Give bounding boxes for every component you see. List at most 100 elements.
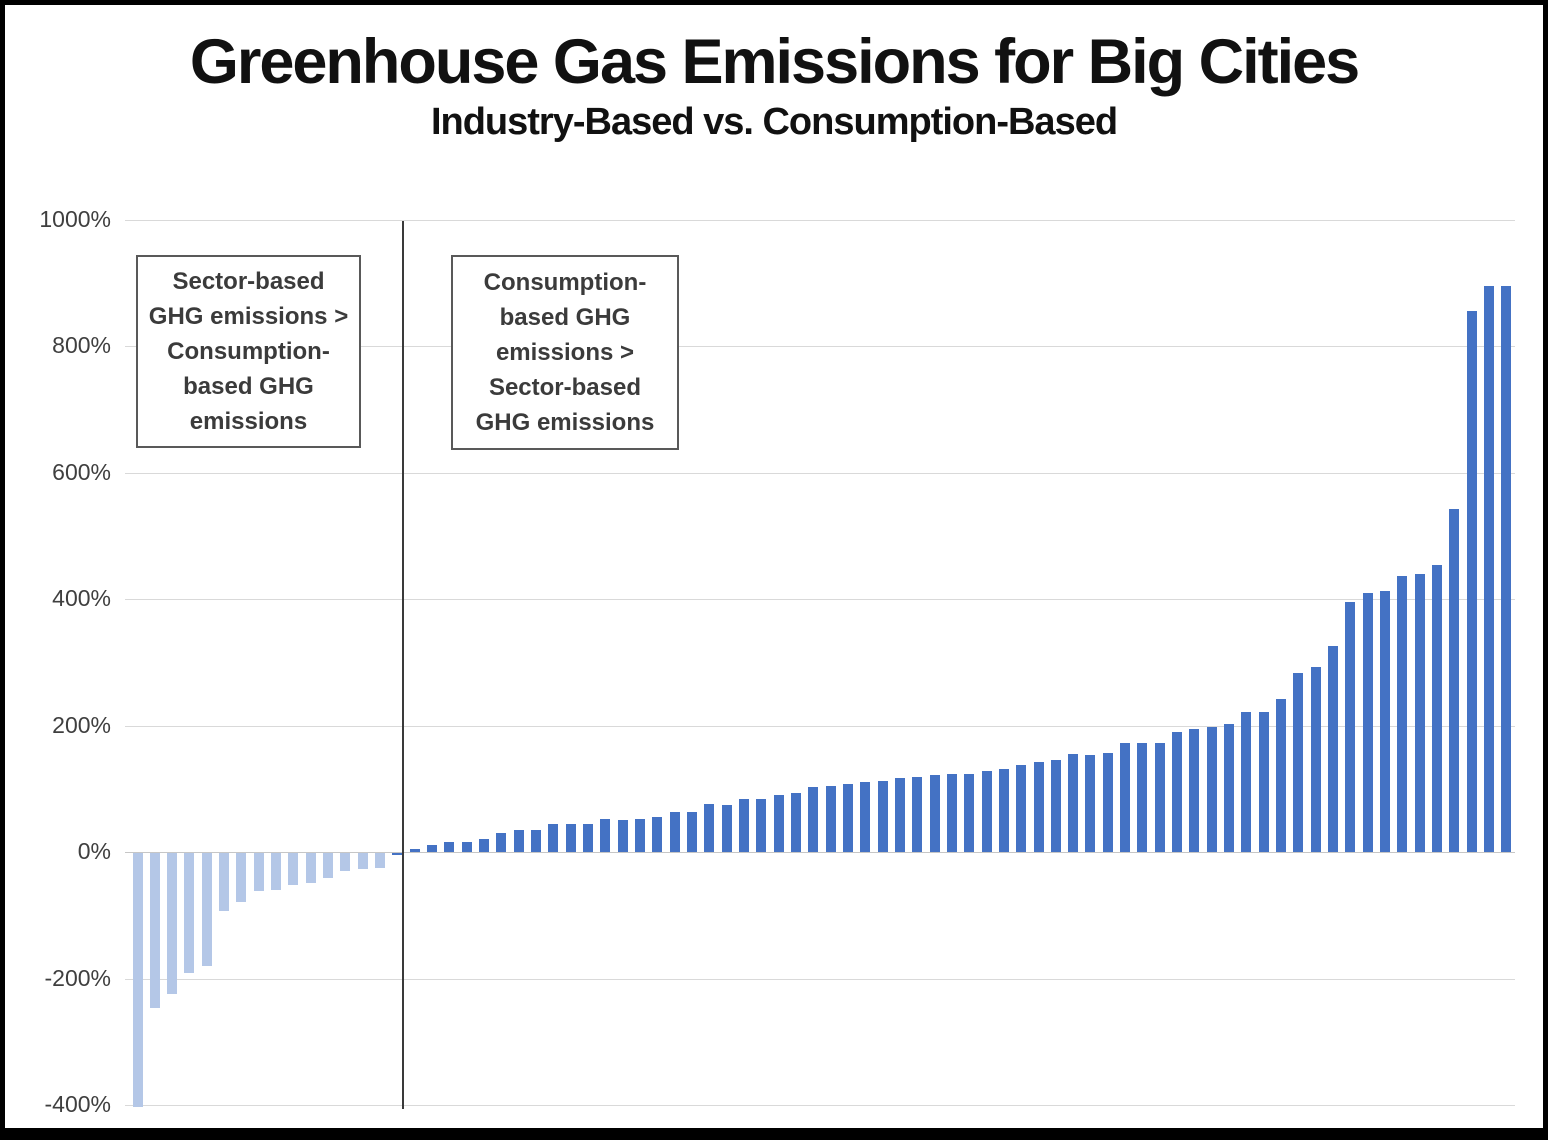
bar [1432,564,1443,852]
bar [340,853,351,871]
bar [1224,723,1235,852]
bar [946,774,957,852]
gridline [125,852,1515,853]
bar [375,853,386,868]
bar [253,853,264,891]
bar [1016,764,1027,852]
bar [877,781,888,852]
bar [1033,761,1044,852]
bar [548,823,559,852]
y-tick-label: -400% [44,1091,111,1117]
bar [167,853,178,995]
bar [825,785,836,852]
gridline [125,599,1515,600]
bar [1310,667,1321,852]
bar [392,853,403,855]
y-tick-label: 600% [52,458,111,485]
gridline [125,346,1515,347]
bar [808,787,819,852]
y-tick-label: 0% [77,838,111,864]
bar [1501,285,1512,852]
bar [773,795,784,852]
bar [1258,712,1269,852]
bar [1466,311,1477,852]
bar [1345,602,1356,852]
bar [1449,509,1460,852]
gridline [125,1105,1515,1106]
bar [981,771,992,852]
divider-line [402,221,404,1109]
bar [1397,576,1408,852]
bar [271,853,282,890]
bar [1120,742,1131,852]
bar [1137,743,1148,852]
annotation-right: Consumption- based GHG emissions > Secto… [451,255,679,450]
bar [583,824,593,852]
bar [860,782,871,852]
bar [409,848,420,852]
bar [1293,673,1304,852]
gridline [125,219,1515,221]
bar [1484,285,1494,852]
bar [1414,574,1425,852]
bar [1085,754,1096,852]
bar [652,816,663,852]
bar [634,819,645,852]
y-tick-label: 800% [52,332,111,358]
y-tick-label: 400% [52,585,111,611]
bar [184,853,195,974]
bar [323,853,334,878]
bar [479,838,490,852]
bar [132,853,143,1108]
bar [513,830,524,852]
bar [704,803,715,852]
y-tick-label: 1000% [39,205,111,232]
bar [219,853,230,911]
gridline [125,978,1515,980]
bar [756,798,767,852]
bar [565,823,576,852]
bar [496,833,507,852]
bar [1172,731,1183,852]
bar [738,798,749,852]
bar [1276,698,1287,852]
bar [1189,728,1200,852]
bar [1154,743,1165,852]
bar [894,777,905,852]
bar [929,774,940,852]
bar [1102,752,1113,852]
bar [790,792,801,852]
bar [912,776,923,852]
bar [600,819,611,852]
bar [444,841,455,852]
bar [201,853,212,966]
bar [427,845,438,852]
bar [1241,711,1252,852]
bar [288,853,299,886]
bar [305,853,316,884]
y-tick-label: 200% [52,711,111,738]
bar [1362,593,1373,852]
bar [1068,753,1079,852]
bar [1206,727,1217,852]
bar [531,829,542,852]
bar [617,819,628,852]
bar [686,811,697,852]
gridline [125,725,1515,727]
bar [1050,759,1061,852]
bar [357,853,368,869]
bar [461,841,472,852]
y-tick-label: -200% [44,964,111,991]
bar [149,853,160,1008]
bar [964,774,975,852]
bar [1380,590,1391,852]
bar [842,784,853,852]
bar [1328,645,1339,852]
plot-area: Sector-based GHG emissions > Consumption… [125,209,1515,1115]
gridline [125,472,1515,474]
bar [721,804,732,852]
annotation-left: Sector-based GHG emissions > Consumption… [136,255,361,448]
bar [998,769,1009,852]
page-title: Greenhouse Gas Emissions for Big Cities [189,27,1360,97]
